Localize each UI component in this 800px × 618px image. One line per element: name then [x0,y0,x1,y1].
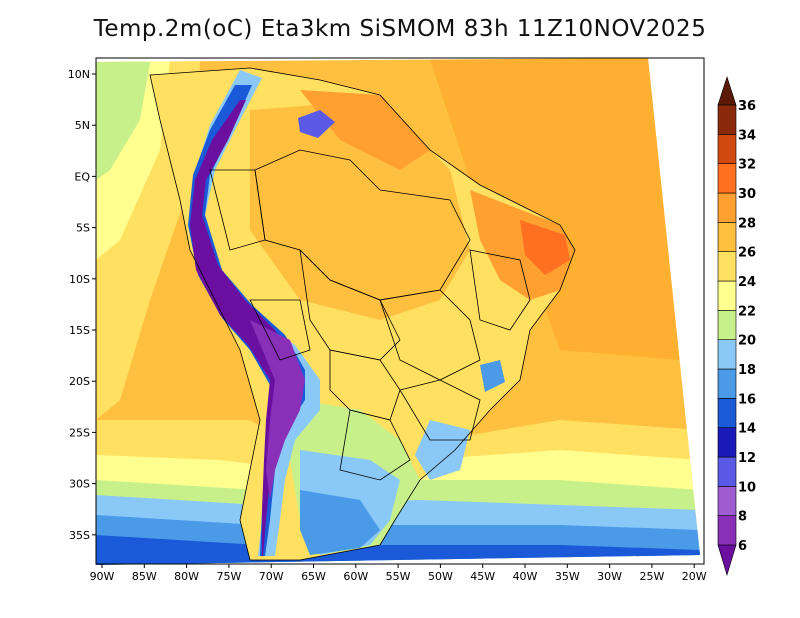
guiana-warm [300,90,430,170]
colorbar: 6 8 10 12 14 16 18 20 22 24 26 28 30 32 34 36 [717,76,756,577]
colorbar-max-arrow [717,76,737,106]
colorbar-label: 20 [738,334,756,349]
highlands-cold-spot [298,110,335,138]
lat-tick-label: EQ [74,170,90,183]
colorbar-swatch [717,456,737,487]
southern-cone-18 [300,490,380,555]
lon-tick-label: 75W [216,570,241,583]
altiplano-cold [250,320,305,500]
lon-tick-label: 85W [132,570,157,583]
south-brazil-cool [415,420,470,480]
colorbar-label: 24 [738,275,756,290]
colorbar-label: 18 [738,363,756,378]
lat-tick-label: 20S [69,375,90,388]
temperature-field [96,58,700,565]
lat-tick-label: 5N [75,119,90,132]
colorbar-label: 26 [738,246,756,261]
lon-tick-label: 70W [259,570,284,583]
lon-tick-label: 20W [682,570,707,583]
colorbar-label: 12 [738,451,756,466]
colorbar-swatch [717,486,737,516]
lon-tick-label: 80W [174,570,199,583]
colorbar-swatch [717,280,737,311]
colorbar-swatch [717,134,737,164]
lon-tick-label: 60W [343,570,368,583]
colorbar-swatch [717,515,737,546]
colorbar-label: 32 [738,158,756,173]
lon-tick-label: 40W [513,570,538,583]
colorbar-swatch [717,163,737,194]
lon-tick-label: 35W [555,570,580,583]
lat-tick-label: 30S [69,478,90,491]
colorbar-label: 30 [738,187,756,202]
colorbar-swatch [717,222,737,252]
lat-tick-label: 25S [69,426,90,439]
pacific-band-22 [96,60,150,180]
colorbar-swatch [717,104,737,135]
lat-tick-label: 15S [69,324,90,337]
colorbar-swatch [717,368,737,399]
colorbar-label: 28 [738,216,756,231]
map-frame [95,57,705,565]
northeast-brazil-hot [520,220,570,275]
lon-tick-label: 50W [428,570,453,583]
lat-tick-label: 35S [69,529,90,542]
colorbar-label: 16 [738,392,756,407]
colorbar-swatch [717,192,737,223]
colorbar-label: 14 [738,422,756,437]
south-band-16 [96,535,700,565]
colorbar-label: 22 [738,304,756,319]
lon-tick-label: 90W [90,570,115,583]
lon-tick-label: 30W [597,570,622,583]
colorbar-swatch [717,310,737,340]
colorbar-label: 36 [738,99,756,114]
colorbar-label: 6 [738,539,747,554]
colorbar-swatch [717,427,737,458]
atlantic-warm-region [430,58,680,360]
colorbar-swatch [717,251,737,282]
lat-tick-label: 10S [69,273,90,286]
map-title: Temp.2m(oC) Eta3km SiSMOM 83h 11Z10NOV20… [93,16,707,42]
lon-tick-label: 45W [470,570,495,583]
lat-tick-label: 10N [68,68,90,81]
colorbar-min-arrow [717,544,737,577]
political-boundaries [149,67,576,561]
colorbar-label: 8 [738,510,747,525]
colorbar-label: 34 [738,128,756,143]
southeast-highlands-cool [480,360,505,392]
lon-tick-label: 25W [639,570,664,583]
colorbar-label: 10 [738,480,756,495]
colorbar-swatch [717,398,737,428]
lon-tick-label: 55W [386,570,411,583]
lon-tick-label: 65W [301,570,326,583]
colorbar-swatch [717,339,737,370]
longitude-axis: 90W 85W 80W 75W 70W 65W 60W 55W 50W 45W 40W 35W 30W 2… [90,564,707,583]
lat-tick-label: 5S [76,222,90,235]
latitude-axis: 10N 5N EQ 5S 10S 15S 20S 25S 30S 35S [68,68,96,542]
